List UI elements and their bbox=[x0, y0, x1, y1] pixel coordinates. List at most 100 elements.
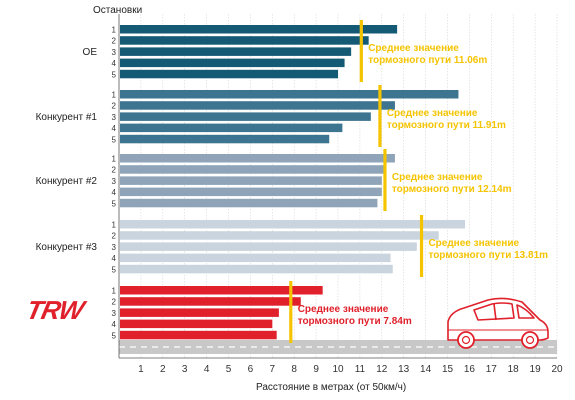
bar-3-5 bbox=[120, 198, 378, 208]
stop-label: 4 bbox=[112, 188, 117, 197]
car-outline-icon bbox=[447, 297, 549, 349]
car-wheel bbox=[521, 331, 539, 349]
average-marker-3 bbox=[383, 149, 387, 211]
x-tick-label: 5 bbox=[226, 364, 232, 375]
average-label-line2: тормозного пути 13.81m bbox=[428, 250, 548, 261]
stop-label: 4 bbox=[112, 320, 117, 329]
stop-label: 5 bbox=[112, 199, 117, 208]
group-label: Конкурент #1 bbox=[36, 112, 98, 123]
average-label-line1: Среднее значение bbox=[368, 43, 459, 54]
bar-1-5 bbox=[120, 69, 338, 79]
stop-label: 3 bbox=[112, 48, 117, 57]
group-label: Конкурент #3 bbox=[36, 242, 98, 253]
x-tick-label: 4 bbox=[204, 364, 210, 375]
x-tick-label: 18 bbox=[508, 364, 520, 375]
bar-1-4 bbox=[120, 58, 345, 68]
bar-2-2 bbox=[120, 101, 395, 110]
bar-2-4 bbox=[120, 123, 343, 133]
bar-2-5 bbox=[120, 134, 330, 144]
average-label-line2: тормозного пути 7.84m bbox=[298, 316, 412, 327]
stop-label: 3 bbox=[112, 113, 117, 122]
x-tick-label: 19 bbox=[530, 364, 542, 375]
bar-2-1 bbox=[120, 90, 459, 99]
stop-label: 2 bbox=[112, 298, 117, 307]
x-tick-label: 16 bbox=[464, 364, 476, 375]
stop-label: 4 bbox=[112, 59, 117, 68]
stop-label: 5 bbox=[112, 70, 117, 79]
stop-label: 1 bbox=[112, 221, 117, 230]
average-label-line1: Среднее значение bbox=[298, 304, 389, 315]
stop-label: 1 bbox=[112, 91, 117, 100]
x-tick-label: 2 bbox=[160, 364, 166, 375]
x-tick-label: 1 bbox=[138, 364, 144, 375]
car-wheel bbox=[457, 331, 475, 349]
stop-label: 2 bbox=[112, 166, 117, 175]
bar-2-3 bbox=[120, 112, 371, 121]
bar-4-4 bbox=[120, 253, 391, 263]
stop-label: 2 bbox=[112, 232, 117, 241]
average-marker-4 bbox=[419, 215, 424, 277]
x-tick-label: 12 bbox=[376, 364, 388, 375]
car-wheel-hub bbox=[461, 335, 471, 345]
stop-label: 5 bbox=[112, 135, 117, 144]
bar-5-2 bbox=[120, 297, 301, 306]
stop-label: 1 bbox=[112, 287, 117, 296]
average-marker-5 bbox=[289, 281, 293, 343]
x-tick-label: 13 bbox=[398, 364, 410, 375]
stop-label: 1 bbox=[112, 155, 117, 164]
x-tick-label: 15 bbox=[442, 364, 454, 375]
average-label-line1: Среднее значение bbox=[392, 172, 483, 183]
stop-label: 2 bbox=[112, 102, 117, 111]
stop-label: 3 bbox=[112, 177, 117, 186]
x-tick-label: 3 bbox=[182, 364, 188, 375]
average-label-line2: тормозного пути 11.06m bbox=[368, 55, 487, 66]
trw-logo: TRW bbox=[24, 295, 89, 325]
x-tick-label: 20 bbox=[551, 364, 563, 375]
bar-3-4 bbox=[120, 187, 382, 197]
car-icon-part bbox=[516, 304, 535, 319]
stop-label: 1 bbox=[112, 26, 117, 35]
bar-4-5 bbox=[120, 264, 393, 274]
car-icon-part bbox=[473, 302, 515, 321]
stop-label: 4 bbox=[112, 254, 117, 263]
car-wheel-hub bbox=[525, 335, 535, 345]
stops-axis-title: Остановки bbox=[93, 5, 142, 16]
stop-label: 5 bbox=[112, 265, 117, 274]
x-tick-label: 6 bbox=[248, 364, 254, 375]
average-label-line2: тормозного пути 12.14m bbox=[392, 184, 512, 195]
average-label-line1: Среднее значение bbox=[387, 108, 478, 119]
bar-3-2 bbox=[120, 165, 384, 174]
bar-3-1 bbox=[120, 154, 395, 163]
x-tick-label: 7 bbox=[270, 364, 276, 375]
bar-5-5 bbox=[120, 330, 277, 340]
stop-label: 3 bbox=[112, 309, 117, 318]
average-marker-2 bbox=[378, 85, 382, 147]
x-tick-label: 9 bbox=[313, 364, 319, 375]
average-marker-1 bbox=[359, 20, 363, 82]
stop-label: 2 bbox=[112, 37, 117, 46]
bar-3-3 bbox=[120, 176, 382, 185]
x-tick-label: 10 bbox=[332, 364, 344, 375]
bar-5-1 bbox=[120, 286, 323, 295]
bar-4-2 bbox=[120, 231, 439, 240]
road-band bbox=[119, 340, 557, 354]
stop-label: 3 bbox=[112, 243, 117, 252]
x-tick-label: 14 bbox=[420, 364, 432, 375]
bar-5-4 bbox=[120, 319, 273, 329]
x-tick-label: 17 bbox=[486, 364, 498, 375]
stop-label: 5 bbox=[112, 331, 117, 340]
stop-label: 4 bbox=[112, 124, 117, 133]
bar-1-1 bbox=[120, 25, 398, 34]
x-tick-label: 11 bbox=[355, 364, 366, 375]
car-icon-part bbox=[493, 303, 497, 321]
x-axis-title: Расстояние в метрах (от 50км/ч) bbox=[256, 382, 406, 393]
x-tick-label: 8 bbox=[291, 364, 297, 375]
bar-5-3 bbox=[120, 308, 279, 317]
average-label-line2: тормозного пути 11.91m bbox=[387, 120, 506, 131]
bar-1-3 bbox=[120, 47, 352, 56]
average-label-line1: Среднее значение bbox=[428, 238, 519, 249]
bar-1-2 bbox=[120, 36, 369, 45]
bar-4-1 bbox=[120, 220, 466, 229]
